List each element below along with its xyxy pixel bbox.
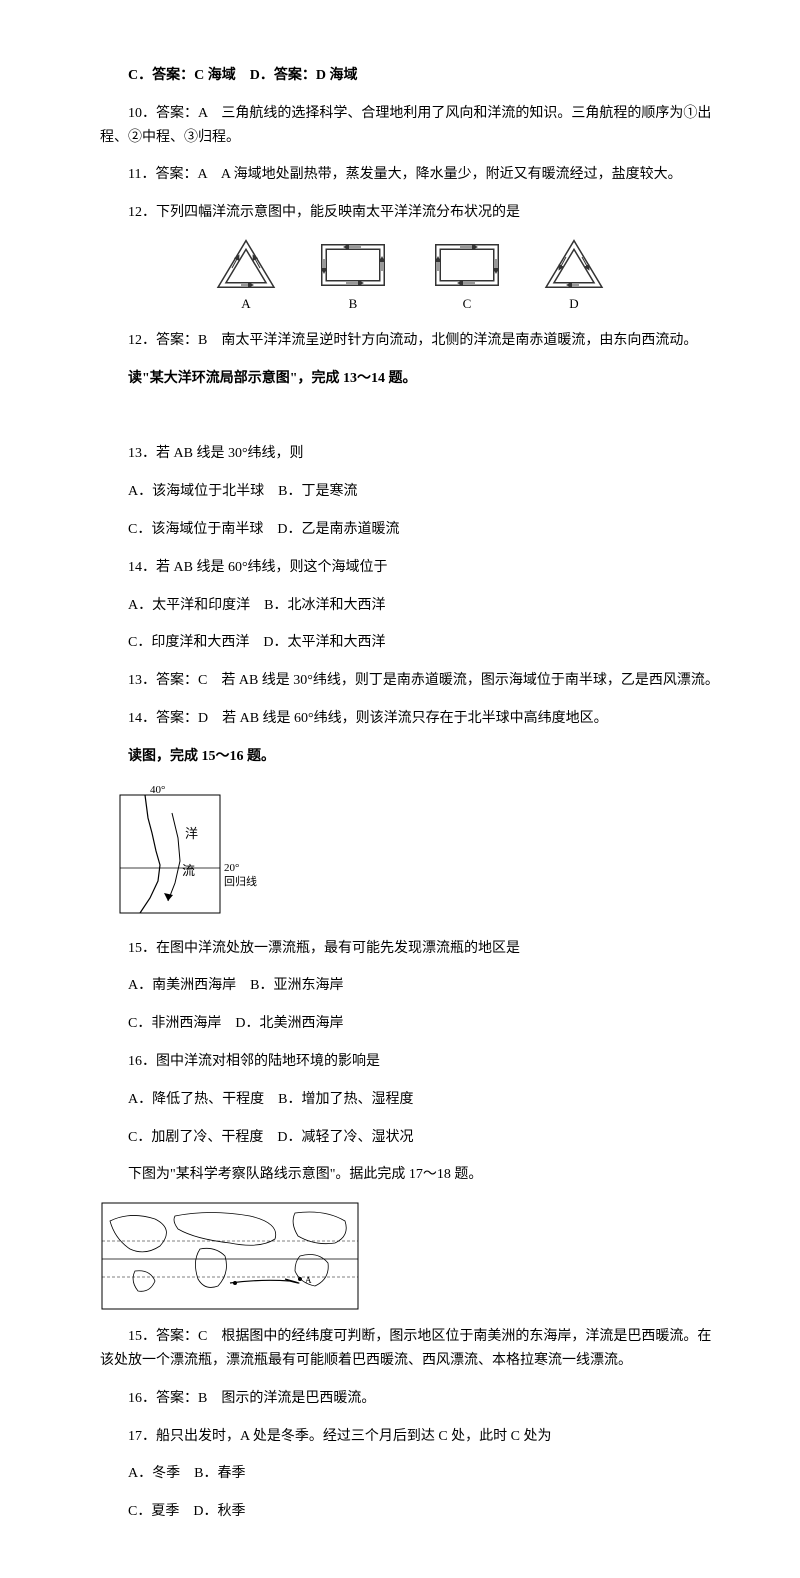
q13-cd: C．该海域位于南半球 D．乙是南赤道暖流 (100, 518, 720, 542)
label-b: B (316, 293, 390, 315)
map-liu-label: 流 (182, 863, 195, 878)
section1-title: 读"某大洋环流局部示意图"，完成 13～14 题。 (100, 367, 720, 391)
map-yang-label: 洋 (185, 826, 198, 841)
q15-ab: A．南美洲西海岸 B．亚洲东海岸 (100, 974, 720, 998)
a11: 11．答案：A A 海域地处副热带，蒸发量大，降水量少，附近又有暖流经过，盐度较… (100, 163, 720, 187)
triangle-d-icon (544, 239, 604, 291)
label-d: D (544, 293, 604, 315)
q13-ab: A．该海域位于北半球 B．丁是寒流 (100, 480, 720, 504)
diagram-c: C (430, 239, 504, 315)
map-top-label: 40° (150, 784, 165, 796)
q14-cd: C．印度洋和大西洋 D．太平洋和大西洋 (100, 631, 720, 655)
label-a: A (216, 293, 276, 315)
q15: 15．在图中洋流处放一漂流瓶，最有可能先发现漂流瓶的地区是 (100, 937, 720, 961)
coast-map-icon: 40° 20° 回归线 洋 流 (100, 783, 270, 923)
section3: 下图为"某科学考察队路线示意图"。据此完成 17～18 题。 (100, 1163, 720, 1187)
q17-ab: A．冬季 B．春季 (100, 1462, 720, 1486)
q12-diagrams: A B C (100, 239, 720, 315)
map-side-label: 20° (224, 862, 239, 874)
q16-cd: C．加剧了冷、干程度 D．减轻了冷、湿状况 (100, 1126, 720, 1150)
a10: 10．答案：A 三角航线的选择科学、合理地利用了风向和洋流的知识。三角航程的顺序… (100, 102, 720, 150)
diagram-d: D (544, 239, 604, 315)
rect-b-icon (316, 239, 390, 291)
world-map-icon: A (100, 1201, 360, 1311)
world-map-figure: A (100, 1201, 720, 1311)
diagram-b: B (316, 239, 390, 315)
q13: 13．若 AB 线是 30°纬线，则 (100, 442, 720, 466)
a15: 15．答案：C 根据图中的经纬度可判断，图示地区位于南美洲的东海岸，洋流是巴西暖… (100, 1325, 720, 1373)
triangle-a-icon (216, 239, 276, 291)
q16-ab: A．降低了热、干程度 B．增加了热、湿程度 (100, 1088, 720, 1112)
map-figure-1: 40° 20° 回归线 洋 流 (100, 783, 720, 923)
rect-c-icon (430, 239, 504, 291)
a14: 14．答案：D 若 AB 线是 60°纬线，则该洋流只存在于北半球中高纬度地区。 (100, 707, 720, 731)
q14: 14．若 AB 线是 60°纬线，则这个海域位于 (100, 556, 720, 580)
section2-title: 读图，完成 15～16 题。 (100, 745, 720, 769)
map-tropic-label: 回归线 (224, 874, 257, 888)
q9-line: C．答案：C 海域 D．答案：D 海域 (100, 64, 720, 88)
q17: 17．船只出发时，A 处是冬季。经过三个月后到达 C 处，此时 C 处为 (100, 1425, 720, 1449)
a12: 12．答案：B 南太平洋洋流呈逆时针方向流动，北侧的洋流是南赤道暖流，由东向西流… (100, 329, 720, 353)
q17-cd: C．夏季 D．秋季 (100, 1500, 720, 1524)
label-c: C (430, 293, 504, 315)
diagram-a: A (216, 239, 276, 315)
q15-cd: C．非洲西海岸 D．北美洲西海岸 (100, 1012, 720, 1036)
q12: 12．下列四幅洋流示意图中，能反映南太平洋洋流分布状况的是 (100, 201, 720, 225)
q14-ab: A．太平洋和印度洋 B．北冰洋和大西洋 (100, 594, 720, 618)
a16: 16．答案：B 图示的洋流是巴西暖流。 (100, 1387, 720, 1411)
point-a-label: A (305, 1275, 312, 1285)
a13: 13．答案：C 若 AB 线是 30°纬线，则丁是南赤道暖流，图示海域位于南半球… (100, 669, 720, 693)
q16: 16．图中洋流对相邻的陆地环境的影响是 (100, 1050, 720, 1074)
